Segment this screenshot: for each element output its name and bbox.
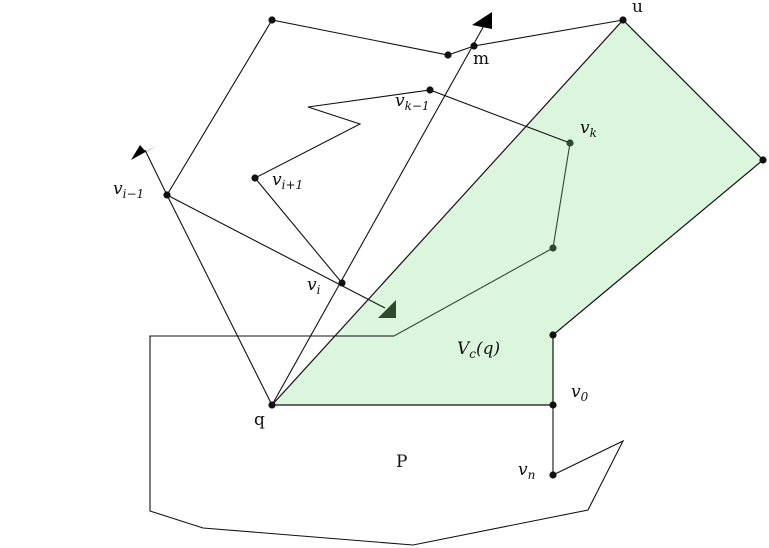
label-q: q [254,410,265,430]
vertex-q [268,401,276,409]
ray-q-m [271,21,487,406]
vertex-vi [338,279,346,287]
vertex-v0-top [549,331,557,339]
vertex-vi1m [163,191,171,199]
vertex-m [470,42,478,50]
vertex-v0 [549,401,557,409]
vertex-top-left [268,16,276,24]
label-v0: v0 [571,382,589,404]
label-vn: vn [518,460,535,482]
ray-vi1-vi [166,194,386,309]
vertex-vk [566,139,574,147]
label-vi: vi [307,275,321,297]
label-m: m [473,49,489,69]
label-vk: vk [580,118,597,140]
vertex-inner-mid [549,244,557,252]
vertex-right [759,156,767,164]
visibility-region [270,19,764,406]
arrowhead-left [131,145,158,160]
chain-vk1-vk [254,89,571,284]
ray-vi1-up [144,149,168,196]
top-chain [166,19,624,406]
vertex-u [619,16,627,24]
vertex-vn [549,471,557,479]
arrowhead-green [378,300,396,318]
label-vi1p: vi+1 [272,170,303,192]
label-vk1: vk−1 [395,91,430,113]
polygon-p-boundary [149,335,625,546]
label-u: u [632,0,643,17]
vertex-vi1p [251,174,259,182]
label-vc: Vc(q) [457,339,500,361]
label-vi1m: vi−1 [113,179,144,201]
label-p: P [396,452,407,472]
vertex-top-mid [444,51,452,59]
vertices [163,16,767,479]
arrowhead-top [472,12,492,29]
vertex-vk1 [426,86,434,94]
